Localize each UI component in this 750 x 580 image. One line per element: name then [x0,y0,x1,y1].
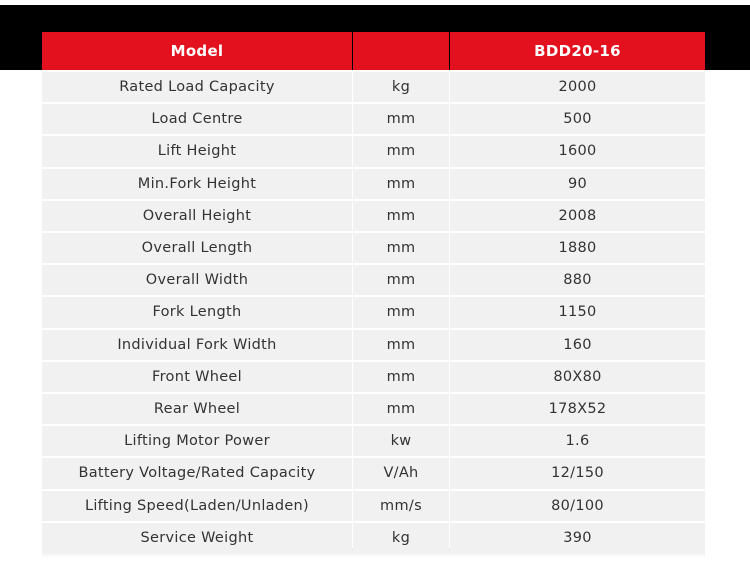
unit-cell: mm [353,297,449,328]
table-row: Lift Height mm 1600 [42,136,705,167]
value-cell: 2008 [450,200,705,231]
unit-cell: mm [353,200,449,231]
table-row: Rated Load Capacity kg 2000 [42,72,705,103]
table-row: Load Centre mm 500 [42,104,705,135]
unit-cell: kw [353,426,449,457]
value-cell: 12/150 [450,458,705,489]
param-cell: Overall Height [42,200,352,231]
param-cell: Overall Width [42,265,352,296]
unit-cell: mm [353,233,449,264]
param-cell: Lifting Speed(Laden/Unladen) [42,490,352,521]
unit-cell: kg [353,72,449,103]
table-row: Overall Height mm 2008 [42,200,705,231]
table-row: Overall Width mm 880 [42,265,705,296]
table-row: Battery Voltage/Rated Capacity V/Ah 12/150 [42,458,705,489]
param-cell: Service Weight [42,522,352,553]
param-cell: Load Centre [42,104,352,135]
value-cell: 390 [450,522,705,553]
table-row: Lifting Speed(Laden/Unladen) mm/s 80/100 [42,490,705,521]
value-cell: 80/100 [450,490,705,521]
table-row: Min.Fork Height mm 90 [42,168,705,199]
unit-cell: mm [353,168,449,199]
value-cell: 2000 [450,72,705,103]
value-cell: 1150 [450,297,705,328]
value-cell: 160 [450,329,705,360]
unit-cell: mm [353,104,449,135]
param-cell: Battery Voltage/Rated Capacity [42,458,352,489]
header-cell: Model [42,32,352,70]
unit-cell: mm [353,329,449,360]
table-row: Front Wheel mm 80X80 [42,361,705,392]
unit-cell: kg [353,522,449,553]
table-row: Overall Length mm 1880 [42,233,705,264]
header-row: Model BDD20-16 [42,32,705,70]
value-cell: 880 [450,265,705,296]
param-cell: Rated Load Capacity [42,72,352,103]
param-cell: Overall Length [42,233,352,264]
param-cell: Lifting Motor Power [42,426,352,457]
unit-cell: V/Ah [353,458,449,489]
unit-cell: mm [353,136,449,167]
table-row: Fork Length mm 1150 [42,297,705,328]
param-cell: Rear Wheel [42,394,352,425]
unit-cell: mm/s [353,490,449,521]
param-cell: Min.Fork Height [42,168,352,199]
header-cell [353,32,449,70]
table-row: Service Weight kg 390 [42,522,705,553]
unit-cell: mm [353,265,449,296]
header-cell: BDD20-16 [450,32,705,70]
value-cell: 178X52 [450,394,705,425]
table-row: Lifting Motor Power kw 1.6 [42,426,705,457]
unit-cell: mm [353,394,449,425]
table-row: Rear Wheel mm 178X52 [42,394,705,425]
value-cell: 1880 [450,233,705,264]
param-cell: Front Wheel [42,361,352,392]
param-cell: Lift Height [42,136,352,167]
value-cell: 1.6 [450,426,705,457]
value-cell: 1600 [450,136,705,167]
table-shadow [42,548,705,558]
table-row: Individual Fork Width mm 160 [42,329,705,360]
value-cell: 90 [450,168,705,199]
value-cell: 500 [450,104,705,135]
value-cell: 80X80 [450,361,705,392]
param-cell: Fork Length [42,297,352,328]
param-cell: Individual Fork Width [42,329,352,360]
unit-cell: mm [353,361,449,392]
